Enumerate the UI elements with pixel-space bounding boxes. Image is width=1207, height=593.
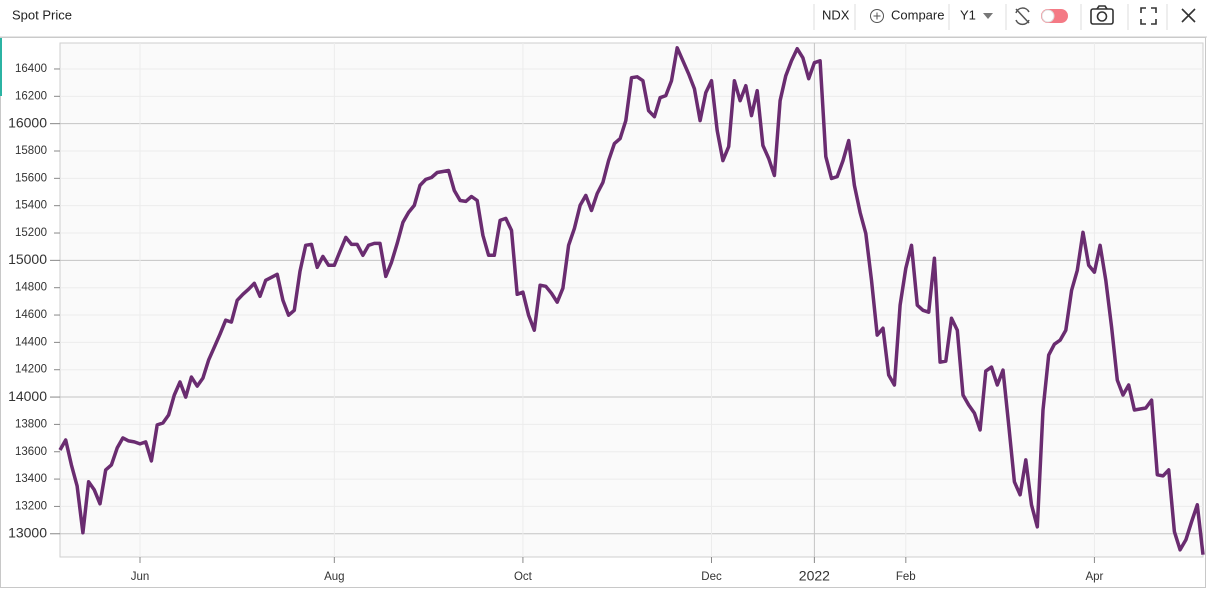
y-tick-label: 14800	[15, 282, 47, 294]
x-tick-label: Aug	[324, 571, 344, 583]
symbol-button[interactable]: NDX	[822, 7, 850, 22]
y-tick-label: 14200	[15, 364, 47, 376]
y-tick-label: 13800	[15, 418, 47, 430]
y-tick-label: 13400	[15, 473, 47, 485]
compare-icon[interactable]	[870, 9, 884, 23]
y-tick-label: 14000	[8, 388, 47, 404]
y-tick-label: 13000	[8, 524, 47, 540]
price-line	[58, 46, 1205, 555]
dropdown-arrow[interactable]	[983, 13, 993, 19]
x-tick-label: Oct	[514, 571, 533, 583]
sync-icon[interactable]	[1015, 7, 1030, 26]
x-tick-label: 2022	[799, 568, 830, 584]
x-tick-label: Dec	[701, 571, 722, 583]
toggle-knob	[1041, 9, 1055, 23]
y-tick-label: 15600	[15, 172, 47, 184]
compare-button[interactable]: Compare	[891, 7, 944, 22]
x-tick-label: Jun	[131, 571, 150, 583]
y-tick-label: 15400	[15, 200, 47, 212]
y-tick-label: 15200	[15, 227, 47, 239]
close-icon[interactable]	[1181, 8, 1196, 23]
y-tick-label: 15000	[8, 251, 47, 267]
plot-area	[59, 42, 1204, 558]
toolbar-title: Spot Price	[12, 7, 72, 22]
x-tick-label: Apr	[1085, 571, 1103, 583]
y-tick-label: 13200	[15, 500, 47, 512]
y-tick-label: 16200	[15, 90, 47, 102]
side-marker	[0, 38, 2, 96]
period-select[interactable]: Y1	[960, 7, 976, 22]
y-tick-label: 16000	[8, 114, 47, 130]
y-tick-label: 13600	[15, 446, 47, 458]
y-tick-label: 14400	[15, 336, 47, 348]
y-tick-label: 16400	[15, 63, 47, 75]
camera-icon[interactable]	[1090, 5, 1114, 25]
expand-icon[interactable]	[1140, 7, 1157, 25]
y-tick-label: 15800	[15, 145, 47, 157]
y-tick-label: 14600	[15, 309, 47, 321]
x-tick-label: Feb	[896, 571, 916, 583]
plot-layer: 13000 13200 13400 13600 13800 14000 14200 14400…	[8, 43, 1205, 584]
